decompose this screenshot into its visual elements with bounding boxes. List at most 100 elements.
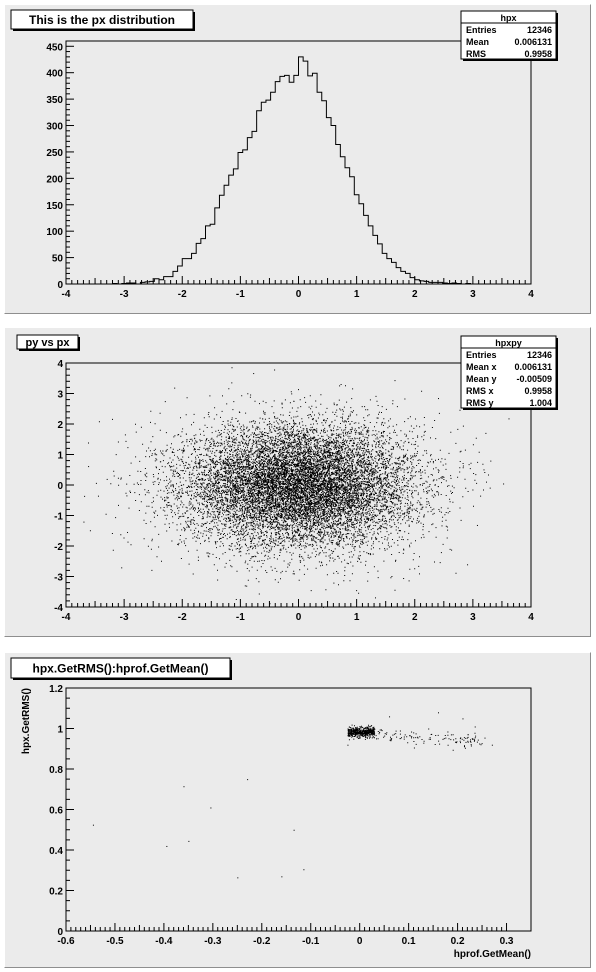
stats-value: 0.006131 xyxy=(514,37,552,47)
scatter-point xyxy=(246,585,248,587)
y-tick-label: 0 xyxy=(57,280,63,291)
scatter-cloud xyxy=(84,367,510,608)
x-tick-label: -4 xyxy=(62,612,71,623)
scatter-point xyxy=(333,582,335,584)
stats-label: RMS y xyxy=(466,398,494,408)
y-tick-label: 400 xyxy=(46,69,63,80)
scatter-point xyxy=(438,398,439,400)
x-tick-label: -3 xyxy=(120,289,129,300)
scatter-point xyxy=(183,786,185,788)
scatter-point xyxy=(88,466,90,468)
histogram-plot: -4 -3 -2 -1 0 1 2 3 4 0 50 100 150 200 250 300 350 400 450… xyxy=(10,9,558,300)
stats-label: Entries xyxy=(466,25,497,35)
stats-value: 12346 xyxy=(527,350,552,360)
pad-histogram: -4 -3 -2 -1 0 1 2 3 4 0 50 100 150 200 250 300 350 400 450… xyxy=(4,4,591,314)
x-tick-label: 0.3 xyxy=(500,936,514,947)
y-tick-label: -3 xyxy=(54,573,63,584)
scatter-point xyxy=(476,524,478,526)
y-tick-label: 1 xyxy=(57,451,63,462)
x-tick-label: 1 xyxy=(354,289,360,300)
y-tick-label: 350 xyxy=(46,95,63,106)
y-tick-label: 0 xyxy=(57,481,63,492)
scatter-point xyxy=(281,876,283,878)
x-tick-label: 3 xyxy=(470,289,476,300)
x-tick-label: -2 xyxy=(178,289,187,300)
x-tick-label: 1 xyxy=(354,612,360,623)
scatter-points xyxy=(84,367,510,608)
scatter-point xyxy=(253,373,255,375)
scatter-point xyxy=(83,521,85,523)
scatter-point xyxy=(484,737,486,739)
y-tick-label: 100 xyxy=(46,227,63,238)
plot-frame xyxy=(65,40,532,285)
x-tick-label: 4 xyxy=(528,289,534,300)
stats-label: Mean x xyxy=(466,362,497,372)
scatter-point xyxy=(237,877,239,879)
x-tick-label: -3 xyxy=(120,612,129,623)
scatter-point xyxy=(384,735,386,737)
scatter-point xyxy=(428,728,430,730)
scatter-point xyxy=(467,564,469,566)
x-tick-label: 3 xyxy=(470,612,476,623)
chart-title: py vs px xyxy=(25,337,70,349)
stats-value: 0.006131 xyxy=(514,362,552,372)
stats-name: hpx xyxy=(500,13,516,23)
scatter-point xyxy=(135,431,137,433)
stats-label: Mean xyxy=(466,37,489,47)
scatter-point xyxy=(121,567,123,569)
scatter-point xyxy=(490,460,492,462)
scatter-point xyxy=(462,718,464,720)
y-tick-label: 2 xyxy=(57,420,63,431)
y-tick-label: 1.2 xyxy=(49,684,63,695)
x-tick-label: -0.2 xyxy=(253,936,271,947)
scatter-point xyxy=(217,579,219,581)
stats-value: 0.9958 xyxy=(524,49,552,59)
y-tick-label: -1 xyxy=(54,512,63,523)
stats-value: 12346 xyxy=(527,25,552,35)
chart-title: hpx.GetRMS():hprof.GetMean() xyxy=(33,661,209,675)
x-tick-label: 0.2 xyxy=(451,936,465,947)
x-tick-label: 2 xyxy=(412,612,418,623)
x-tick-label: -1 xyxy=(236,612,245,623)
pxpy-scatter-plot: -4 -3 -2 -1 0 1 2 3 4 -4 -3 -2 -1 0 1 2 3 4 py vs px hpxpy E… xyxy=(16,334,558,623)
x-tick-label: 0 xyxy=(296,612,302,623)
scatter-point xyxy=(92,824,94,826)
scatter-point xyxy=(445,737,447,739)
scatter-point xyxy=(293,829,295,831)
scatter-point xyxy=(423,742,425,744)
title-box xyxy=(16,334,79,350)
stats-box xyxy=(460,10,557,60)
y-tick-label: 3 xyxy=(57,390,63,401)
scatter-point xyxy=(164,401,166,403)
y-tick-label: 300 xyxy=(46,122,63,133)
y-tick-label: 150 xyxy=(46,201,63,212)
pad-scatter-rms: -0.6 -0.5 -0.4 -0.3 -0.2 -0.1 0 0.1 0.2 0.3 0 0.2 0.… xyxy=(4,652,591,968)
x-tick-label: -0.6 xyxy=(57,936,75,947)
scatter-point xyxy=(403,578,405,580)
pad-scatter-pxpy: -4 -3 -2 -1 0 1 2 3 4 -4 -3 -2 -1 0 1 2 3 4 py vs px hpxpy E… xyxy=(4,327,591,637)
plot-frame xyxy=(65,687,532,932)
scatter-point xyxy=(188,840,190,842)
scatter-point xyxy=(475,437,477,439)
title-box xyxy=(10,9,194,30)
chart-title: This is the px distribution xyxy=(29,13,175,27)
y-tick-label: 50 xyxy=(52,254,64,265)
stats-label: RMS x xyxy=(466,386,494,396)
y-tick-label: -2 xyxy=(54,542,63,553)
x-tick-label: -0.3 xyxy=(204,936,222,947)
stats-label: Mean y xyxy=(466,374,497,384)
x-tick-label: 0.1 xyxy=(402,936,416,947)
x-tick-label: -0.1 xyxy=(302,936,320,947)
y-axis-label: hpx.GetRMS() xyxy=(21,688,32,754)
scatter-point xyxy=(474,726,476,728)
scatter-point xyxy=(127,531,129,533)
y-tick-label: 0.8 xyxy=(49,765,63,776)
y-tick-label: 200 xyxy=(46,174,63,185)
y-tick-label: 250 xyxy=(46,148,63,159)
y-tick-label: 4 xyxy=(57,359,63,370)
y-tick-label: 450 xyxy=(46,42,63,53)
scatter-point xyxy=(472,738,474,740)
scatter-point xyxy=(389,716,391,718)
x-tick-label: -1 xyxy=(236,289,245,300)
x-tick-label: -0.4 xyxy=(155,936,173,947)
